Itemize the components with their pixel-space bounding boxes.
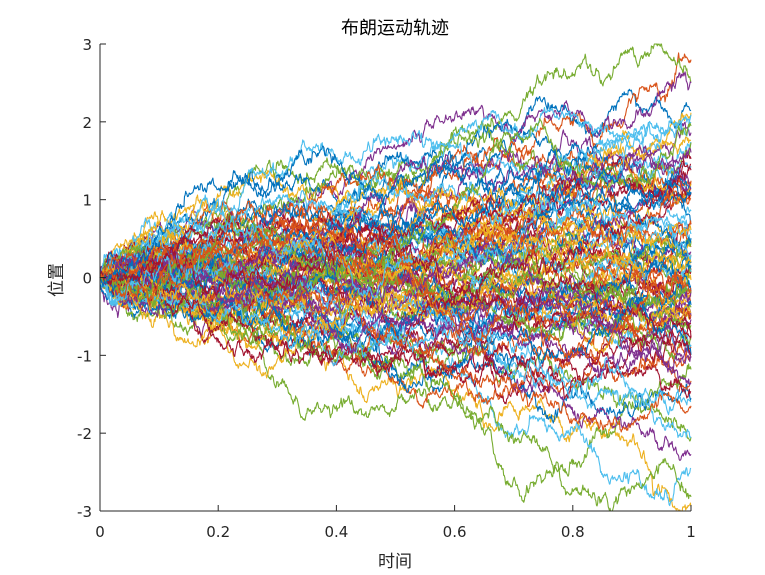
x-tick-label: 0.4 bbox=[324, 523, 348, 541]
brownian-path bbox=[99, 270, 692, 367]
axes bbox=[99, 43, 692, 512]
brownian-path bbox=[99, 153, 692, 311]
y-tick-label: 2 bbox=[82, 114, 92, 132]
y-tick-label: 3 bbox=[82, 36, 92, 54]
x-tick-label: 0 bbox=[95, 523, 105, 541]
chart-title: 布朗运动轨迹 bbox=[341, 18, 449, 39]
x-axis-label: 时间 bbox=[378, 552, 412, 572]
brownian-paths bbox=[99, 43, 692, 512]
brownian-path bbox=[99, 160, 692, 281]
brownian-path bbox=[99, 249, 692, 386]
y-axis-label: 位置 bbox=[47, 263, 67, 297]
y-tick-label: -1 bbox=[77, 347, 92, 365]
brownian-path bbox=[99, 253, 692, 374]
x-tick-label: 0.2 bbox=[206, 523, 230, 541]
brownian-path bbox=[99, 107, 692, 281]
y-tick-label: 1 bbox=[82, 192, 92, 210]
brownian-path bbox=[99, 223, 692, 311]
brownian-path bbox=[99, 145, 692, 288]
tick-labels: 0 0.2 0.4 0.6 0.8 1 3 2 1 0 -1 -2 -3 bbox=[77, 36, 696, 541]
brownian-path bbox=[99, 231, 692, 356]
brownian-path bbox=[99, 264, 692, 400]
x-tick-label: 0.8 bbox=[561, 523, 585, 541]
y-tick-label: -2 bbox=[77, 425, 92, 443]
brownian-path bbox=[99, 198, 692, 305]
brownian-path bbox=[99, 222, 692, 363]
brownian-path bbox=[99, 183, 692, 292]
y-tick-label: 0 bbox=[82, 270, 92, 288]
brownian-path bbox=[99, 118, 692, 279]
brownian-path bbox=[99, 275, 692, 351]
x-tick-label: 1 bbox=[686, 523, 696, 541]
brownian-path bbox=[99, 200, 692, 370]
brownian-path bbox=[99, 114, 692, 283]
brownian-path bbox=[99, 193, 692, 280]
brownian-path bbox=[99, 189, 692, 377]
x-tick-label: 0.6 bbox=[443, 523, 467, 541]
y-tick-label: -3 bbox=[77, 503, 92, 521]
